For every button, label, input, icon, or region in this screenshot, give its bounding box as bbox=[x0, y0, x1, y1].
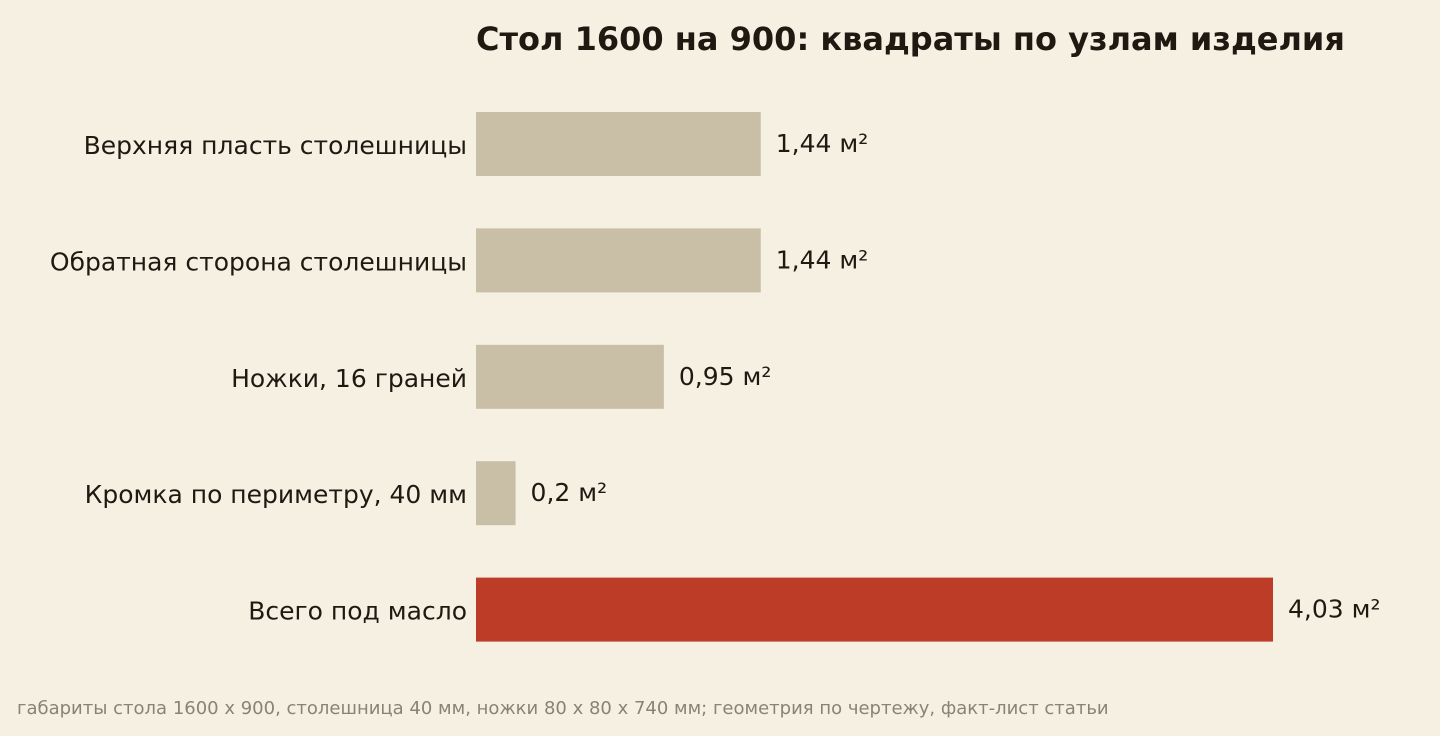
category-label: Ножки, 16 граней bbox=[231, 364, 467, 393]
bar bbox=[476, 112, 761, 176]
bar-row: Кромка по периметру, 40 мм 0,2 м² bbox=[85, 461, 608, 526]
value-label: 1,44 м² bbox=[776, 129, 869, 158]
bar bbox=[476, 461, 516, 526]
bar-row: Обратная сторона столешницы 1,44 м² bbox=[50, 228, 869, 293]
bars-group: Верхняя пласть столешницы 1,44 м²Обратная… bbox=[50, 112, 1381, 642]
category-label: Кромка по периметру, 40 мм bbox=[85, 480, 467, 509]
bar bbox=[476, 577, 1273, 642]
bar-row: Ножки, 16 граней 0,95 м² bbox=[231, 344, 772, 409]
category-label: Верхняя пласть столешницы bbox=[84, 131, 467, 160]
value-label: 1,44 м² bbox=[776, 245, 869, 274]
chart-footnote: габариты стола 1600 х 900, столешница 40… bbox=[17, 698, 1109, 719]
category-label: Обратная сторона столешницы bbox=[50, 247, 467, 276]
bar-row: Всего под масло 4,03 м² bbox=[248, 577, 1381, 642]
bar-row: Верхняя пласть столешницы 1,44 м² bbox=[84, 112, 869, 176]
bar bbox=[476, 228, 761, 293]
bar bbox=[476, 344, 664, 409]
chart-title: Стол 1600 на 900: квадраты по узлам изде… bbox=[476, 20, 1345, 58]
category-label: Всего под масло bbox=[248, 597, 467, 626]
value-label: 0,2 м² bbox=[531, 478, 608, 507]
value-label: 4,03 м² bbox=[1288, 595, 1381, 624]
value-label: 0,95 м² bbox=[679, 362, 772, 391]
